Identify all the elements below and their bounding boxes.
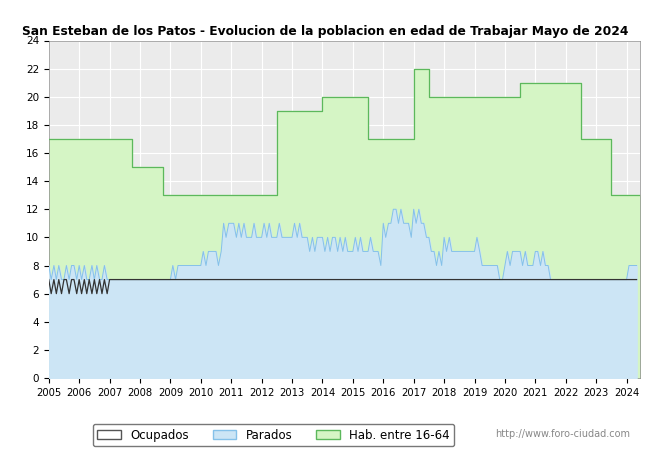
Text: http://www.foro-ciudad.com: http://www.foro-ciudad.com	[495, 429, 630, 439]
Legend: Ocupados, Parados, Hab. entre 16-64: Ocupados, Parados, Hab. entre 16-64	[92, 424, 454, 446]
Text: San Esteban de los Patos - Evolucion de la poblacion en edad de Trabajar Mayo de: San Esteban de los Patos - Evolucion de …	[22, 25, 628, 38]
